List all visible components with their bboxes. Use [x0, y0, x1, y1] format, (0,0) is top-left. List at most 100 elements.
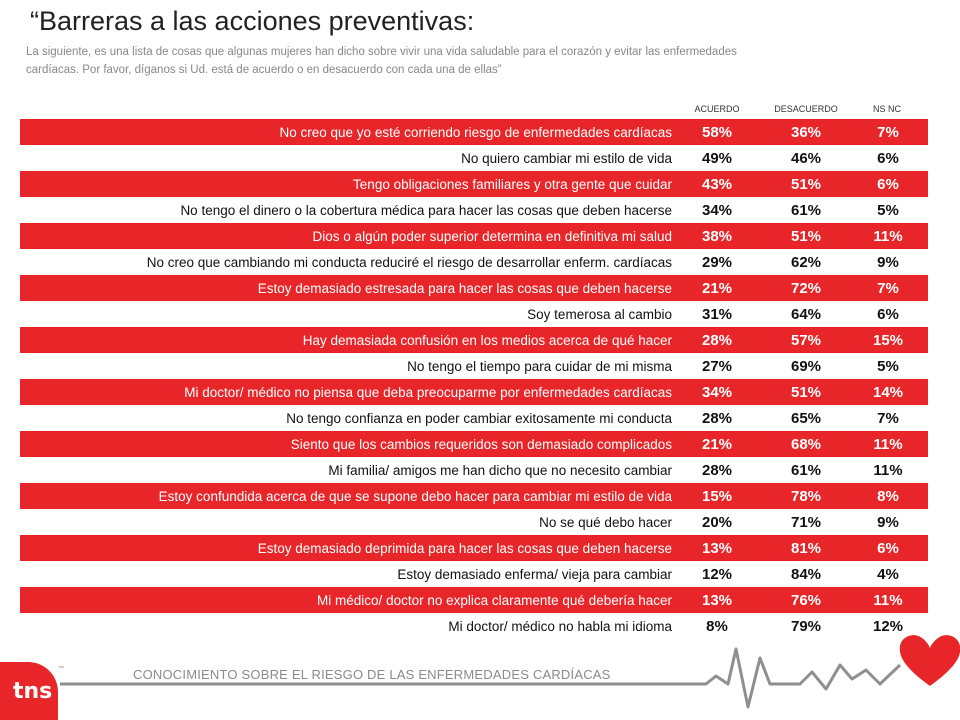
value-nsnc: 11% — [873, 227, 903, 245]
value-desacuerdo: 81% — [790, 539, 822, 557]
logo-text: tns — [13, 679, 53, 704]
value-desacuerdo: 69% — [790, 357, 822, 375]
table-row: No creo que cambiando mi conducta reduci… — [20, 249, 928, 275]
row-label: Mi familia/ amigos me han dicho que no n… — [328, 462, 672, 478]
row-label: Estoy confundida acerca de que se supone… — [158, 488, 672, 504]
value-acuerdo: 38% — [701, 227, 733, 245]
value-desacuerdo: 51% — [790, 175, 822, 193]
row-label: Estoy demasiado estresada para hacer las… — [257, 280, 672, 296]
column-header-desacuerdo: DESACUERDO — [774, 104, 838, 114]
trademark-mark: ™ — [58, 666, 64, 672]
table-row: Estoy confundida acerca de que se supone… — [20, 483, 928, 509]
column-header-acuerdo: ACUERDO — [694, 104, 740, 114]
value-desacuerdo: 65% — [790, 409, 822, 427]
row-label: Mi médico/ doctor no explica claramente … — [317, 592, 672, 608]
table-row: No se qué debo hacer 20% 71% 9% — [20, 509, 928, 535]
value-nsnc: 11% — [873, 461, 903, 479]
ekg-line — [60, 647, 902, 709]
value-acuerdo: 34% — [701, 383, 733, 401]
table-row: Mi doctor/ médico no piensa que deba pre… — [20, 379, 928, 405]
table-row: No tengo el dinero o la cobertura médica… — [20, 197, 928, 223]
table-row: Hay demasiada confusión en los medios ac… — [20, 327, 928, 353]
value-desacuerdo: 79% — [790, 617, 822, 635]
table-row: Estoy demasiado deprimida para hacer las… — [20, 535, 928, 561]
value-acuerdo: 27% — [701, 357, 733, 375]
value-nsnc: 6% — [877, 175, 899, 193]
table-row: Siento que los cambios requeridos son de… — [20, 431, 928, 457]
value-acuerdo: 13% — [701, 539, 733, 557]
row-label: Siento que los cambios requeridos son de… — [290, 436, 672, 452]
row-label: Mi doctor/ médico no habla mi idioma — [448, 618, 672, 634]
row-label: No tengo el tiempo para cuidar de mi mis… — [407, 358, 672, 374]
heart-icon — [899, 635, 960, 686]
value-desacuerdo: 71% — [790, 513, 822, 531]
value-acuerdo: 15% — [701, 487, 733, 505]
value-acuerdo: 58% — [701, 123, 733, 141]
value-desacuerdo: 84% — [790, 565, 822, 583]
table-row: Estoy demasiado estresada para hacer las… — [20, 275, 928, 301]
value-nsnc: 7% — [877, 409, 899, 427]
value-acuerdo: 49% — [701, 149, 733, 167]
table-row: Soy temerosa al cambio 31% 64% 6% — [20, 301, 928, 327]
value-desacuerdo: 61% — [790, 461, 822, 479]
row-label: No tengo el dinero o la cobertura médica… — [180, 202, 672, 218]
row-label: Dios o algún poder superior determina en… — [312, 228, 672, 244]
value-acuerdo: 29% — [701, 253, 733, 271]
value-acuerdo: 28% — [701, 331, 733, 349]
value-nsnc: 6% — [877, 305, 899, 323]
table-row: No tengo confianza en poder cambiar exit… — [20, 405, 928, 431]
value-desacuerdo: 62% — [790, 253, 822, 271]
tns-logo: tns ™ — [0, 662, 64, 720]
row-label: Soy temerosa al cambio — [527, 306, 672, 322]
value-acuerdo: 12% — [701, 565, 733, 583]
value-acuerdo: 28% — [701, 461, 733, 479]
value-nsnc: 11% — [873, 435, 903, 453]
table-row: No quiero cambiar mi estilo de vida 49% 46… — [20, 145, 928, 171]
value-nsnc: 7% — [877, 279, 899, 297]
value-nsnc: 6% — [877, 149, 899, 167]
value-nsnc: 11% — [873, 591, 903, 609]
value-nsnc: 6% — [877, 539, 899, 557]
value-desacuerdo: 51% — [790, 383, 822, 401]
value-desacuerdo: 51% — [790, 227, 822, 245]
value-desacuerdo: 61% — [790, 201, 822, 219]
value-nsnc: 12% — [872, 617, 904, 635]
table-row: No tengo el tiempo para cuidar de mi mis… — [20, 353, 928, 379]
value-desacuerdo: 68% — [790, 435, 822, 453]
footer-text: CONOCIMIENTO SOBRE EL RIESGO DE LAS ENFE… — [133, 667, 611, 682]
page-title: “Barreras a las acciones preventivas: — [30, 6, 475, 36]
barriers-table: No creo que yo esté corriendo riesgo de … — [20, 119, 928, 639]
value-nsnc: 4% — [877, 565, 899, 583]
row-label: No creo que yo esté corriendo riesgo de … — [279, 124, 672, 140]
column-header-nsnc: NS NC — [872, 104, 901, 114]
value-nsnc: 9% — [877, 253, 899, 271]
table-row: Mi doctor/ médico no habla mi idioma 8% 79… — [20, 613, 928, 639]
row-label: Tengo obligaciones familiares y otra gen… — [353, 176, 672, 192]
value-desacuerdo: 64% — [790, 305, 822, 323]
value-nsnc: 8% — [877, 487, 899, 505]
value-nsnc: 5% — [877, 201, 899, 219]
value-desacuerdo: 57% — [790, 331, 822, 349]
row-label: No creo que cambiando mi conducta reduci… — [146, 254, 672, 270]
value-nsnc: 5% — [877, 357, 899, 375]
value-acuerdo: 21% — [701, 279, 733, 297]
subtitle: La siguiente, es una lista de cosas que … — [26, 46, 737, 76]
row-label: Estoy demasiado enferma/ vieja para camb… — [397, 566, 672, 582]
value-nsnc: 9% — [877, 513, 899, 531]
table-row: Estoy demasiado enferma/ vieja para camb… — [20, 561, 928, 587]
value-acuerdo: 28% — [701, 409, 733, 427]
value-acuerdo: 8% — [706, 617, 728, 635]
table-row: Dios o algún poder superior determina en… — [20, 223, 928, 249]
value-nsnc: 7% — [877, 123, 899, 141]
value-acuerdo: 21% — [701, 435, 733, 453]
value-desacuerdo: 46% — [790, 149, 822, 167]
value-acuerdo: 13% — [701, 591, 733, 609]
value-desacuerdo: 36% — [790, 123, 822, 141]
value-acuerdo: 43% — [701, 175, 733, 193]
value-acuerdo: 34% — [701, 201, 733, 219]
value-desacuerdo: 76% — [790, 591, 822, 609]
value-acuerdo: 20% — [701, 513, 733, 531]
row-label: Hay demasiada confusión en los medios ac… — [302, 332, 672, 348]
table-row: No creo que yo esté corriendo riesgo de … — [20, 119, 928, 145]
